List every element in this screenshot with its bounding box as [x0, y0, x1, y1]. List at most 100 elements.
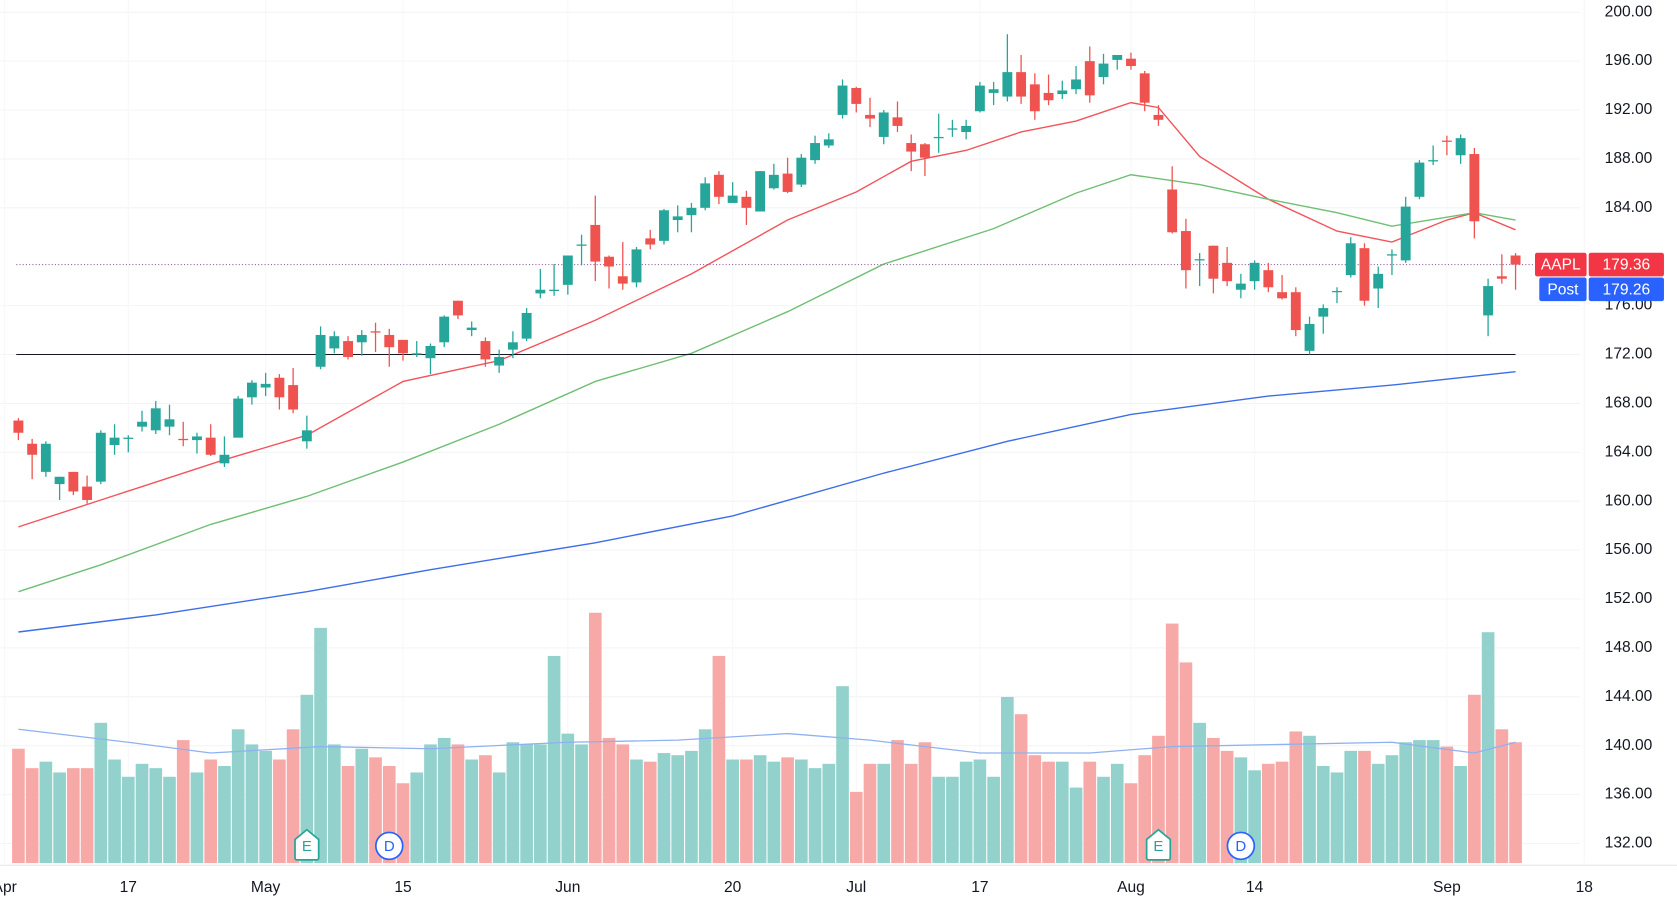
event-label: D — [1235, 838, 1246, 855]
volume-bar — [1097, 776, 1110, 864]
candle-body — [1126, 58, 1136, 67]
event-label: E — [1153, 838, 1163, 855]
candle-body — [343, 341, 354, 357]
volume-bar — [12, 748, 25, 864]
volume-bar — [437, 737, 451, 864]
candle-body — [1222, 262, 1233, 282]
candle-body — [521, 312, 532, 339]
candle-body — [1167, 189, 1178, 233]
candle-body — [686, 207, 697, 216]
volume-bar — [891, 740, 904, 864]
volume-bar — [479, 755, 492, 864]
candle-body — [480, 341, 491, 360]
candle-body — [82, 486, 93, 501]
candle-body — [892, 117, 903, 126]
volume-bar — [740, 759, 753, 864]
volume-bar — [534, 744, 547, 864]
y-tick-label: 168.00 — [1605, 395, 1653, 412]
volume-bar — [245, 744, 259, 864]
volume-bar — [355, 748, 369, 864]
volume-bar — [698, 729, 712, 864]
candle-body — [1098, 63, 1109, 78]
volume-bar — [67, 768, 80, 864]
candle-body — [1057, 90, 1068, 95]
candle-body — [274, 377, 285, 398]
volume-bar — [1042, 761, 1055, 864]
candle-body — [1235, 283, 1246, 290]
moving-average-line — [18, 101, 1516, 528]
candle-body — [604, 256, 614, 267]
candle-body — [700, 183, 711, 208]
candle-body — [466, 327, 477, 331]
volume-bar — [616, 744, 630, 864]
earnings-marker — [294, 828, 320, 861]
volume-bar — [176, 740, 190, 864]
post-label: Post — [1547, 281, 1579, 298]
symbol-label: AAPL — [1541, 257, 1581, 274]
candle-body — [137, 421, 147, 427]
last-price-box — [1588, 252, 1664, 277]
volume-bar — [1509, 742, 1522, 864]
volume-bar — [1207, 737, 1220, 864]
volume-bar — [53, 772, 66, 864]
volume-bar — [1069, 787, 1083, 864]
volume-bar — [451, 744, 465, 864]
volume-bar — [726, 759, 739, 864]
candle-body — [27, 443, 38, 455]
candle-body — [315, 334, 326, 367]
volume-bar — [946, 776, 959, 864]
candle-body — [260, 383, 271, 388]
candle-body — [288, 385, 299, 410]
candle-body — [1084, 61, 1095, 96]
candle-body — [1139, 73, 1150, 103]
candle-body — [713, 174, 724, 197]
volume-bar — [94, 722, 108, 864]
candle-body — [810, 143, 821, 161]
candle-body — [164, 419, 175, 427]
candle-body — [439, 316, 450, 343]
candle-body — [150, 408, 161, 431]
symbol-label-box — [1534, 252, 1587, 277]
volume-bar — [1330, 772, 1344, 864]
volume-bar — [1220, 750, 1234, 864]
volume-bar — [1426, 740, 1440, 864]
volume-bar — [753, 755, 767, 864]
candle-body — [246, 382, 257, 398]
post-label-box — [1539, 277, 1587, 302]
volume-bar — [300, 694, 314, 864]
candle-body — [961, 125, 972, 133]
x-tick-label: 15 — [394, 879, 412, 896]
volume-bar — [231, 729, 245, 864]
volume-bar — [410, 772, 424, 864]
candle-body — [370, 331, 381, 333]
volume-bar — [1055, 761, 1069, 864]
candle-body — [1496, 276, 1507, 279]
volume-bar — [149, 768, 163, 864]
volume-bar — [547, 655, 561, 864]
x-tick-label: Jul — [846, 879, 866, 896]
candle-body — [755, 171, 766, 212]
candle-body — [590, 224, 601, 262]
volume-bar — [163, 776, 176, 864]
candle-body — [562, 255, 573, 285]
volume-bar — [424, 744, 437, 864]
candle-body — [727, 195, 738, 203]
candle-body — [1194, 259, 1205, 261]
candle-body — [1002, 72, 1013, 97]
x-tick-label: Aug — [1117, 879, 1145, 896]
candle-body — [988, 89, 999, 93]
moving-average-line — [18, 370, 1516, 633]
volume-bar — [465, 759, 479, 864]
volume-bar — [1289, 731, 1303, 864]
candle-body — [1263, 270, 1274, 288]
candle-body — [192, 436, 202, 441]
volume-bar — [286, 729, 300, 864]
volume-bar — [767, 761, 781, 864]
x-tick-label: Jun — [555, 879, 580, 896]
volume-bar — [204, 759, 218, 864]
candle-body — [425, 345, 436, 359]
dividend-marker — [1226, 831, 1256, 861]
candle-body — [411, 353, 422, 355]
y-tick-label: 192.00 — [1605, 101, 1653, 118]
